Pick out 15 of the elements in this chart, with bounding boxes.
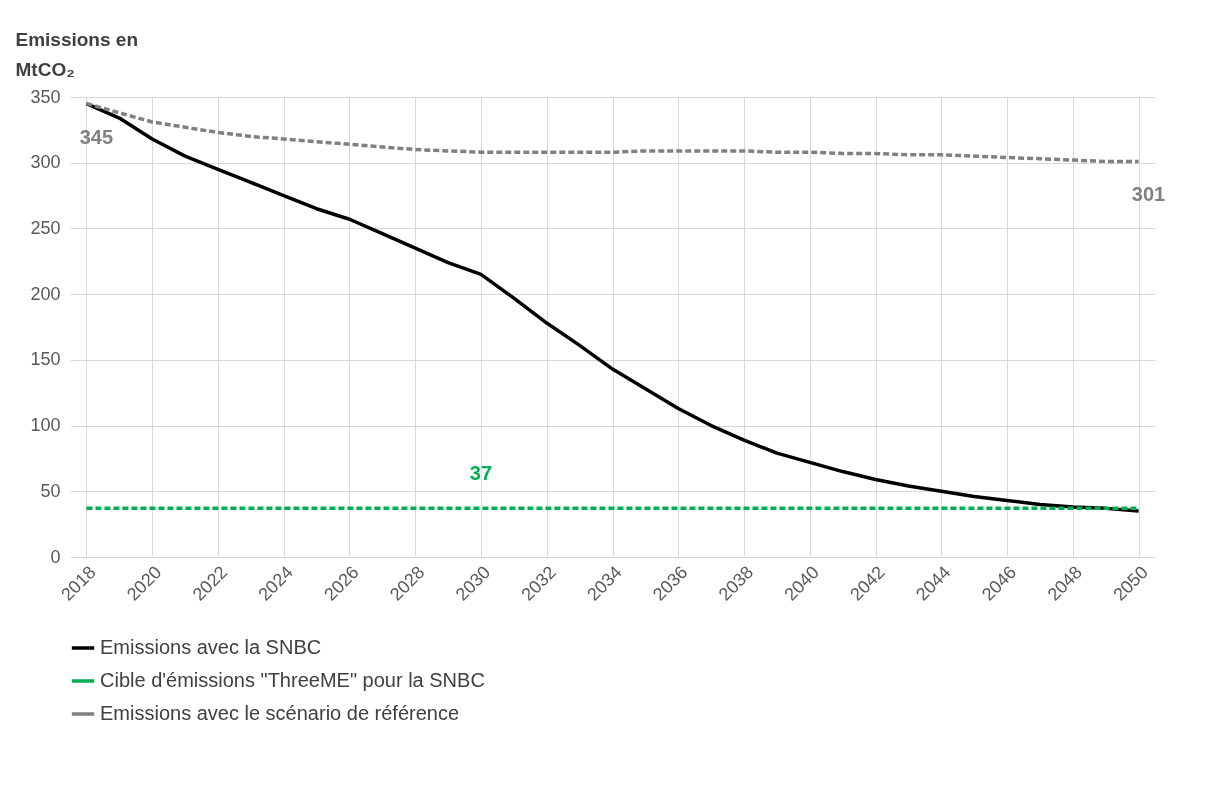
- annotation: 37: [469, 462, 493, 485]
- y-axis-title: Emissions en MtCO₂: [15, 28, 138, 80]
- y-tick-label: 0: [50, 546, 61, 567]
- annotation: 301: [1131, 183, 1166, 206]
- y-tick-label: 350: [30, 86, 61, 107]
- y-tick-label: 50: [40, 480, 61, 501]
- y-tick-label: 100: [30, 415, 61, 436]
- y-tick-label: 200: [30, 283, 61, 304]
- y-tick-label: 250: [30, 217, 61, 238]
- annotation: 345: [79, 125, 114, 148]
- legend-label: Emissions avec le scénario de référence: [100, 702, 460, 724]
- legend-label: Cible d'émissions "ThreeME" pour la SNBC: [100, 669, 485, 691]
- y-tick-label: 150: [30, 349, 61, 370]
- y-tick-label: 300: [30, 152, 61, 173]
- legend-label: Emissions avec la SNBC: [100, 636, 322, 658]
